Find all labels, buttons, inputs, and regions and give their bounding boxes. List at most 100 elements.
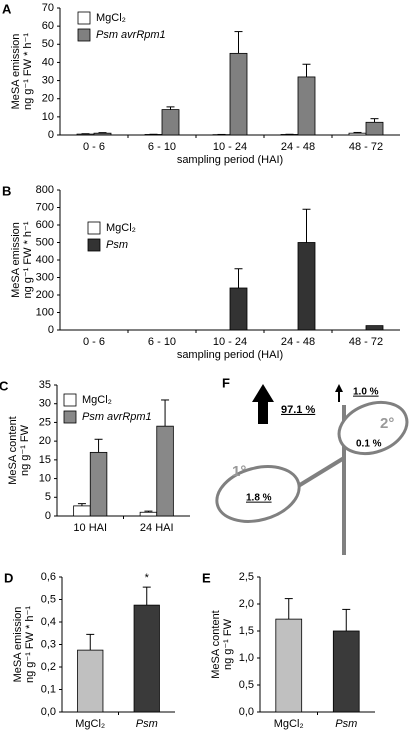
leaf-label: 2° — [380, 415, 394, 432]
y-tick-label: 20 — [42, 93, 54, 105]
y-tick-label: 40 — [42, 56, 54, 68]
x-tick-label: 48 - 72 — [349, 336, 383, 348]
y-tick-label: 0,5 — [239, 679, 254, 691]
x-tick-label: 10 - 24 — [213, 336, 247, 348]
legend-swatch — [63, 410, 77, 424]
legend-label: Psm avrRpm1 — [96, 29, 166, 41]
bar — [332, 630, 360, 713]
x-tick-label: 24 HAI — [140, 522, 174, 534]
bar — [161, 109, 180, 136]
y-tick-label: 700 — [36, 201, 54, 213]
bar — [275, 618, 303, 713]
arrow — [335, 384, 343, 402]
panel-letter: F — [222, 375, 230, 390]
bar — [348, 132, 367, 136]
y-tick-label: 0,6 — [41, 571, 56, 583]
y-axis-label: ng g⁻¹ FW * h⁻¹ — [24, 606, 36, 683]
leaf — [337, 400, 409, 456]
y-tick-label: 0 — [48, 324, 54, 336]
panel-letter: D — [4, 570, 13, 585]
y-tick-label: 500 — [36, 236, 54, 248]
y-tick-label: 200 — [36, 289, 54, 301]
panel-letter: A — [2, 1, 12, 16]
y-tick-label: 600 — [36, 219, 54, 231]
x-tick-label: 0 - 6 — [83, 336, 105, 348]
x-tick-label: 24 - 48 — [281, 336, 315, 348]
y-tick-label: 0,2 — [41, 661, 56, 673]
y-axis-label: ng g⁻¹ FW * h⁻¹ — [22, 33, 34, 110]
y-axis-label: MeSA content — [210, 610, 222, 679]
legend-label: MgCl₂ — [106, 222, 136, 234]
y-tick-label: 20 — [39, 435, 51, 447]
bar — [73, 505, 91, 517]
x-tick-label: 0 - 6 — [83, 141, 105, 153]
y-tick-label: 0,0 — [41, 706, 56, 718]
y-tick-label: 60 — [42, 20, 54, 32]
bar — [77, 649, 104, 713]
legend-swatch — [87, 238, 101, 252]
y-tick-label: 0,0 — [239, 706, 254, 718]
y-tick-label: 0,1 — [41, 683, 56, 695]
panel-letter: B — [2, 183, 11, 198]
y-tick-label: 2,0 — [239, 598, 254, 610]
y-tick-label: 300 — [36, 271, 54, 283]
diagram-f: F 97.1 % 1.0 % 1° 1.8 % 2° 0.1 % — [215, 375, 409, 555]
bar — [297, 76, 316, 136]
y-axis-label: ng g⁻¹ FW * h⁻¹ — [22, 221, 34, 298]
x-tick-label: 6 - 10 — [148, 141, 176, 153]
y-tick-label: 10 — [39, 472, 51, 484]
y-axis-label: MeSA emission — [12, 607, 24, 683]
bar — [365, 121, 384, 136]
leaf — [215, 465, 301, 523]
y-axis-label: MeSA emission — [10, 34, 22, 110]
y-axis-label: MeSA content — [7, 416, 19, 485]
x-axis-label: sampling period (HAI) — [177, 349, 283, 361]
x-tick-label: Psm — [335, 718, 357, 730]
y-tick-label: 25 — [39, 416, 51, 428]
y-axis-label: ng g⁻¹ FW — [19, 424, 31, 476]
bar — [133, 604, 160, 713]
y-tick-label: 70 — [42, 2, 54, 14]
x-tick-label: 10 - 24 — [213, 141, 247, 153]
percent-label: 0.1 % — [356, 439, 382, 450]
legend-swatch — [77, 11, 91, 25]
arrow — [252, 384, 274, 424]
x-tick-label: MgCl₂ — [75, 718, 105, 730]
legend-swatch — [63, 393, 77, 407]
percent-label: 1.8 % — [246, 493, 272, 504]
legend-label: MgCl₂ — [96, 12, 126, 24]
y-tick-label: 5 — [45, 491, 51, 503]
y-tick-label: 2,5 — [239, 571, 254, 583]
y-tick-label: 35 — [39, 379, 51, 391]
x-tick-label: 24 - 48 — [281, 141, 315, 153]
x-tick-label: 6 - 10 — [148, 336, 176, 348]
x-tick-label: 48 - 72 — [349, 141, 383, 153]
y-tick-label: 0,4 — [41, 616, 56, 628]
y-tick-label: 0,3 — [41, 638, 56, 650]
bar — [139, 511, 158, 517]
y-tick-label: 1,0 — [239, 652, 254, 664]
legend-swatch — [77, 28, 91, 42]
bar — [156, 425, 174, 517]
y-tick-label: 10 — [42, 111, 54, 123]
panel-letter: E — [202, 570, 211, 585]
legend-label: Psm avrRpm1 — [82, 411, 152, 423]
y-tick-label: 50 — [42, 38, 54, 50]
panel-letter: C — [0, 378, 9, 393]
bar — [229, 52, 248, 136]
y-tick-label: 0 — [45, 510, 51, 522]
y-tick-label: 30 — [39, 398, 51, 410]
y-tick-label: 15 — [39, 454, 51, 466]
x-axis-label: sampling period (HAI) — [177, 154, 283, 166]
bar — [229, 287, 248, 331]
y-tick-label: 400 — [36, 254, 54, 266]
percent-label: 1.0 % — [353, 387, 379, 398]
y-tick-label: 30 — [42, 74, 54, 86]
legend-swatch — [87, 221, 101, 235]
y-tick-label: 0,5 — [41, 593, 56, 605]
bar — [93, 132, 112, 136]
y-tick-label: 1,5 — [239, 625, 254, 637]
y-axis-label: MeSA emission — [10, 222, 22, 298]
bar — [89, 451, 108, 517]
